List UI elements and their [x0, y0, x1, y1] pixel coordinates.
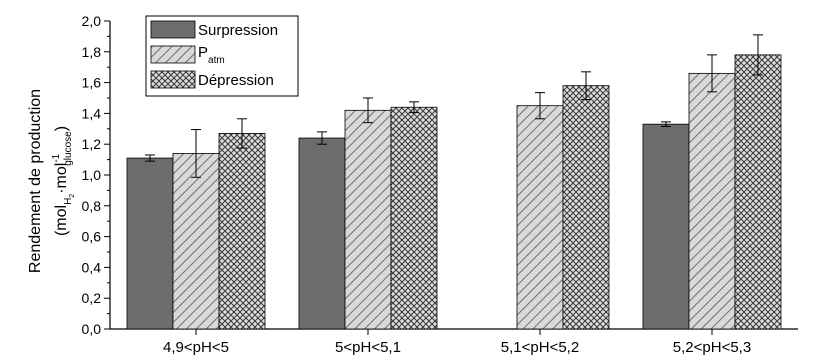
y-tick-label: 0,4 [82, 259, 102, 275]
y-axis-unit: (molH2·mol-1glucose) [51, 126, 76, 236]
unit-h2-sub: H [63, 198, 74, 205]
error-bar-patm [363, 97, 373, 124]
x-tick-labels: 4,9<pH<5 5<pH<5,1 5,1<pH<5,2 5,2<pH<5,3 [163, 329, 751, 356]
legend-item-surpression: Surpression [150, 20, 278, 39]
y-axis-title-line1: Rendement de production [27, 89, 44, 273]
y-axis-title: Rendement de production [27, 89, 44, 273]
bar-patm [172, 153, 220, 330]
bar-surpression [642, 123, 690, 330]
y-tick-label: 1,6 [82, 75, 102, 91]
y-ticks: 0,0 0,2 0,4 0,6 0,8 1,0 1,2 1,4 1,6 1,8 2,0 [82, 13, 110, 337]
unit-h2-subsub: 2 [69, 194, 76, 198]
bar-surpression [298, 137, 346, 330]
bar-surpression [126, 157, 174, 330]
x-tick-label: 5,1<pH<5,2 [501, 339, 579, 356]
y-tick-label: 1,4 [82, 105, 102, 121]
unit-dot-mol: ·mol [53, 163, 70, 194]
legend-item-patm: Patm [150, 44, 225, 66]
y-axis-unit-label: (molH2·mol-1glucose) [51, 126, 76, 236]
y-tick-label: 1,8 [82, 44, 102, 60]
legend-swatch-surpression [150, 20, 196, 39]
bar-depression [562, 85, 610, 330]
bar-depression [734, 54, 782, 330]
x-tick-label: 5,2<pH<5,3 [673, 339, 751, 356]
y-tick-label: 0,6 [82, 229, 102, 245]
legend-swatch-patm [150, 45, 196, 64]
error-bar-patm [191, 129, 201, 178]
bar-depression [390, 106, 438, 330]
error-bar-depression [581, 71, 591, 101]
legend-item-depression: Dépression [150, 70, 274, 89]
unit-open: (mol [53, 205, 70, 236]
error-bar-patm [535, 92, 545, 120]
legend-swatch-depression [150, 70, 196, 89]
bars [126, 54, 782, 330]
bar-patm [516, 105, 564, 330]
legend-label-depression: Dépression [198, 72, 274, 89]
legend-label-surpression: Surpression [198, 22, 278, 39]
y-tick-label: 0,0 [82, 321, 102, 337]
y-tick-label: 1,0 [82, 167, 102, 183]
x-tick-label: 5<pH<5,1 [335, 339, 401, 356]
error-bar-depression [753, 34, 763, 76]
error-bar-surpression [317, 131, 327, 145]
unit-sup: -1 [51, 153, 62, 162]
x-tick-label: 4,9<pH<5 [163, 339, 229, 356]
bar-patm [344, 109, 392, 330]
y-tick-label: 0,2 [82, 290, 102, 306]
bar-depression [218, 133, 266, 330]
error-bar-surpression [145, 154, 155, 162]
legend-label-patm: Patm [198, 44, 225, 66]
y-tick-label: 2,0 [82, 13, 102, 29]
unit-glucose-sub: glucose [63, 131, 74, 166]
error-bars [145, 34, 763, 178]
unit-close: ) [53, 126, 70, 131]
y-tick-label: 1,2 [82, 136, 102, 152]
error-bar-depression [409, 101, 419, 114]
y-tick-label: 0,8 [82, 198, 102, 214]
legend: Surpression Patm Dépression [145, 15, 299, 97]
error-bar-surpression [661, 121, 671, 127]
bar-patm [688, 72, 736, 330]
error-bar-patm [707, 54, 717, 93]
error-bar-depression [237, 118, 247, 149]
